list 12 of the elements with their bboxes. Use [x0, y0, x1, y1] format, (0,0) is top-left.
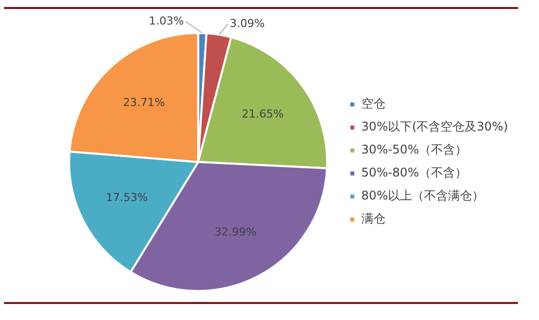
legend-label: 30%以下(不含空仓及30%) [361, 120, 508, 134]
data-label: 21.65% [242, 108, 284, 121]
data-label: 23.71% [122, 96, 165, 110]
legend-label: 80%以上（不含满仓） [361, 188, 484, 203]
legend-label: 30%-50%（不含） [361, 142, 467, 157]
data-label: 17.53% [106, 191, 148, 204]
legend-label: 空仓 [361, 96, 386, 111]
legend-label: 50%-80%（不含） [361, 166, 467, 180]
data-label: 32.99% [214, 226, 256, 239]
data-label: 1.03% [148, 14, 184, 28]
data-label: 3.09% [230, 17, 265, 30]
legend-label: 满仓 [361, 212, 386, 226]
